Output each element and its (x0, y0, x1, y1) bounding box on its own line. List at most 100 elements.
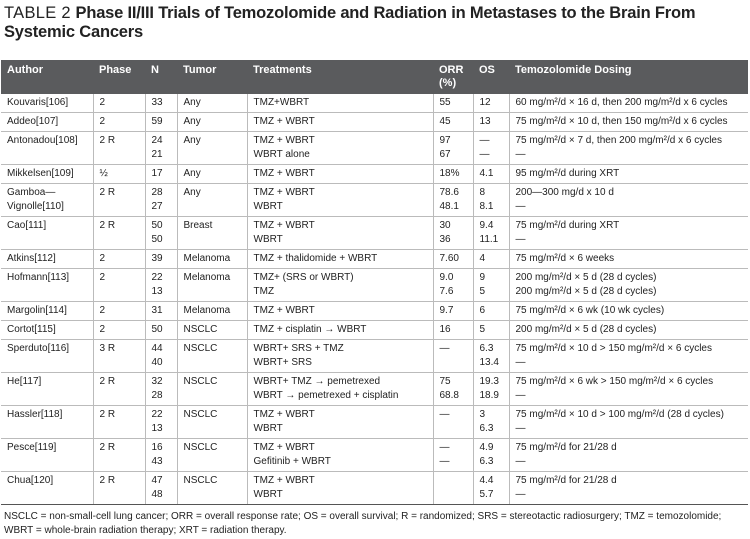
cell-text: TMZ (253, 286, 275, 297)
table-cell: Mikkelsen[109] (1, 164, 93, 184)
table-cell: 2 (92, 112, 145, 132)
table-cell: Antonadou[108] (1, 131, 93, 165)
table-cell: 16 (432, 320, 473, 340)
cell-text: Pesce[119] (7, 442, 57, 453)
cell-text: TMZ + WBRT (253, 305, 315, 316)
cell-text: 8 (479, 187, 486, 198)
table-cell: 2 R (92, 183, 145, 217)
cell-text: 6.3 (479, 423, 494, 434)
table-cell: TMZ + WBRT (246, 112, 433, 132)
cell-text: 67 (439, 149, 451, 160)
cell-text: TMZ + WBRT (253, 168, 315, 179)
header-text: Phase (99, 64, 132, 76)
cell-text: 22 (151, 409, 163, 420)
table-cell: 22 13 (144, 268, 177, 302)
cell-text: TMZ+WBRT (253, 97, 310, 108)
table-cell: 2 (92, 249, 145, 269)
cell-text: 28 (151, 187, 163, 198)
table-row: He[117] 2 R 32 28 NSCLC WBRT+ TMZ → pemetrexe… (1, 372, 748, 406)
table-label: TABLE 2 (4, 4, 71, 22)
header-text: ORR (439, 64, 464, 76)
table-cell: He[117] (1, 372, 93, 406)
header-cell: OS (473, 60, 509, 94)
table-cell: 97 67 (432, 131, 473, 165)
cell-text: 2 R (99, 442, 116, 453)
cell-text: Melanoma (183, 272, 231, 283)
cell-text: 5.7 (479, 489, 494, 500)
cell-text: 75 mg/m²/d × 10 d > 100 mg/m²/d (28 d cy… (515, 409, 724, 420)
table-cell: Any (176, 164, 247, 184)
table-cell: 32 28 (144, 372, 177, 406)
cell-text: 75 mg/m²/d for 21/28 d (515, 442, 617, 453)
cell-text: TMZ + WBRT (253, 116, 315, 127)
table-cell: Cortot[115] (1, 320, 93, 340)
trials-table: Author Phase N Tumor Treatments ORR (%) OS Temoz… (1, 60, 748, 505)
table-row: Gamboa— Vignolle[110] 2 R 28 27 Any TMZ + WBRT… (1, 183, 748, 217)
cell-text: Sperduto[116] (7, 343, 70, 354)
table-cell: 2 (92, 301, 145, 321)
table-cell: 17 (144, 164, 177, 184)
table-row: Hassler[118] 2 R 22 13 NSCLC TMZ + WBRT WBRT —3… (1, 405, 748, 439)
table-cell: 75 mg/m²/d for 21/28 d — (508, 471, 748, 505)
cell-text: 55 (439, 97, 451, 108)
cell-text: 43 (151, 456, 163, 467)
cell-text: WBRT+ SRS (253, 357, 312, 368)
cell-text: Hassler[118] (7, 409, 63, 420)
table-cell: 9.4 11.1 (472, 216, 509, 250)
table-cell: NSCLC (176, 320, 247, 340)
table-cell: 24 21 (144, 131, 177, 165)
cell-text: 18.9 (479, 390, 499, 401)
table-cell: 50 50 (144, 216, 177, 250)
table-cell: 13 (472, 112, 509, 132)
table-cell: 4 (472, 249, 509, 269)
cell-text: Any (183, 97, 201, 108)
table-cell: 18% (432, 164, 473, 184)
cell-text: 59 (151, 116, 163, 127)
table-row: Cortot[115] 2 50 NSCLC TMZ + cisplatin → WBR… (1, 320, 748, 340)
cell-text: — (439, 442, 450, 453)
cell-text: WBRT+ SRS + TMZ (253, 343, 344, 354)
cell-text: 22 (151, 272, 163, 283)
header-row: Author Phase N Tumor Treatments ORR (%) OS Temoz… (1, 60, 748, 94)
table-cell: Any (176, 131, 247, 165)
cell-text: 200 mg/m²/d × 5 d (28 d cycles) (515, 286, 657, 297)
table-row: Pesce[119] 2 R 16 43 NSCLC TMZ + WBRT Gefitini… (1, 438, 748, 472)
table-cell: 45 (432, 112, 473, 132)
cell-text: 30 (439, 220, 451, 231)
header-text: (%) (439, 77, 457, 89)
table-title: TABLE 2 Phase II/III Trials of Temozolom… (4, 0, 746, 60)
table-cell: 4.9 6.3 (472, 438, 509, 472)
cell-text: 2 (99, 253, 106, 264)
cell-text: TMZ + WBRT (253, 135, 315, 146)
cell-text: 75 mg/m²/d × 10 d > 150 mg/m²/d × 6 cycl… (515, 343, 712, 354)
table-cell: Melanoma (176, 301, 247, 321)
cell-text: WBRT+ TMZ → pemetrexed (253, 376, 381, 387)
cell-text: Any (183, 116, 201, 127)
table-cell: 39 (144, 249, 177, 269)
table-cell: Hassler[118] (1, 405, 93, 439)
table-cell: TMZ + WBRT (246, 164, 433, 184)
table-cell: 2 R (92, 131, 145, 165)
header-text: N (151, 64, 159, 76)
table-cell: 19.3 18.9 (472, 372, 509, 406)
header-cell: Temozolomide Dosing (509, 60, 748, 94)
header-cell: ORR (%) (433, 60, 473, 94)
table-cell: 44 40 (144, 339, 177, 373)
cell-text: 28 (151, 390, 163, 401)
table-cell: 2 R (92, 471, 145, 505)
table-cell: 30 36 (432, 216, 473, 250)
cell-text: — (515, 456, 526, 467)
table-cell: Kouvaris[106] (1, 94, 93, 113)
table-cell: 2 R (92, 405, 145, 439)
cell-text: 13 (479, 116, 491, 127)
cell-text: 2 (99, 97, 106, 108)
cell-text: 45 (439, 116, 451, 127)
cell-text: 8.1 (479, 201, 494, 212)
table-cell: TMZ + WBRT WBRT alone (246, 131, 433, 165)
header-cell: Treatments (247, 60, 433, 94)
table-cell: 2 (92, 268, 145, 302)
cell-text: 17 (151, 168, 163, 179)
cell-text: Mikkelsen[109] (7, 168, 74, 179)
